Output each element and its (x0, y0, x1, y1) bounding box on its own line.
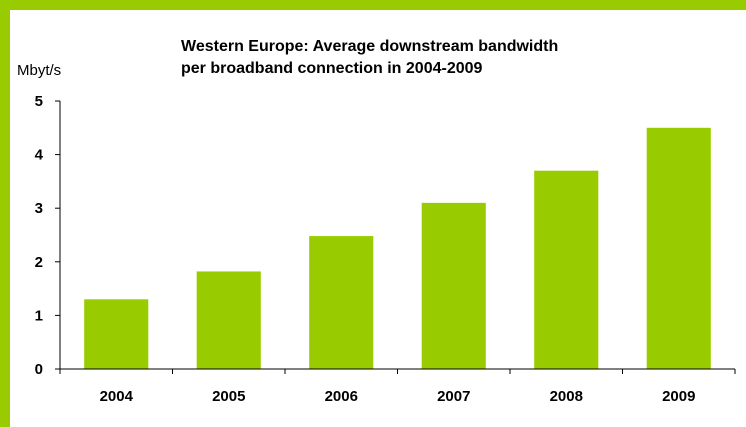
x-tick-label: 2004 (100, 388, 134, 405)
y-tick-label: 2 (35, 254, 43, 271)
chart-title-line-2: per broadband connection in 2004-2009 (181, 60, 483, 77)
x-tick-label: 2005 (212, 388, 245, 405)
x-tick-label: 2008 (550, 388, 583, 405)
y-tick-label: 0 (35, 361, 43, 378)
bar-2007 (421, 202, 486, 369)
y-tick-label: 4 (35, 147, 44, 164)
bar-2008 (534, 170, 599, 369)
bar-2009 (646, 127, 711, 369)
x-tick-label: 2006 (325, 388, 358, 405)
x-tick-label: 2007 (437, 388, 470, 405)
y-tick-label: 1 (35, 307, 43, 324)
bars (84, 127, 711, 369)
y-tick-label: 5 (35, 93, 43, 110)
x-tick-label: 2009 (662, 388, 695, 405)
y-axis-label: Mbyt/s (17, 62, 61, 79)
chart-title-line-1: Western Europe: Average downstream bandw… (181, 38, 558, 55)
y-axis: 0 1 2 3 4 5 (35, 93, 61, 378)
bar-2006 (309, 236, 374, 369)
x-axis: 2004 2005 2006 2007 2008 2009 (59, 368, 736, 405)
y-tick-label: 3 (35, 200, 43, 217)
bar-2005 (196, 271, 261, 369)
bar-2004 (84, 299, 149, 369)
